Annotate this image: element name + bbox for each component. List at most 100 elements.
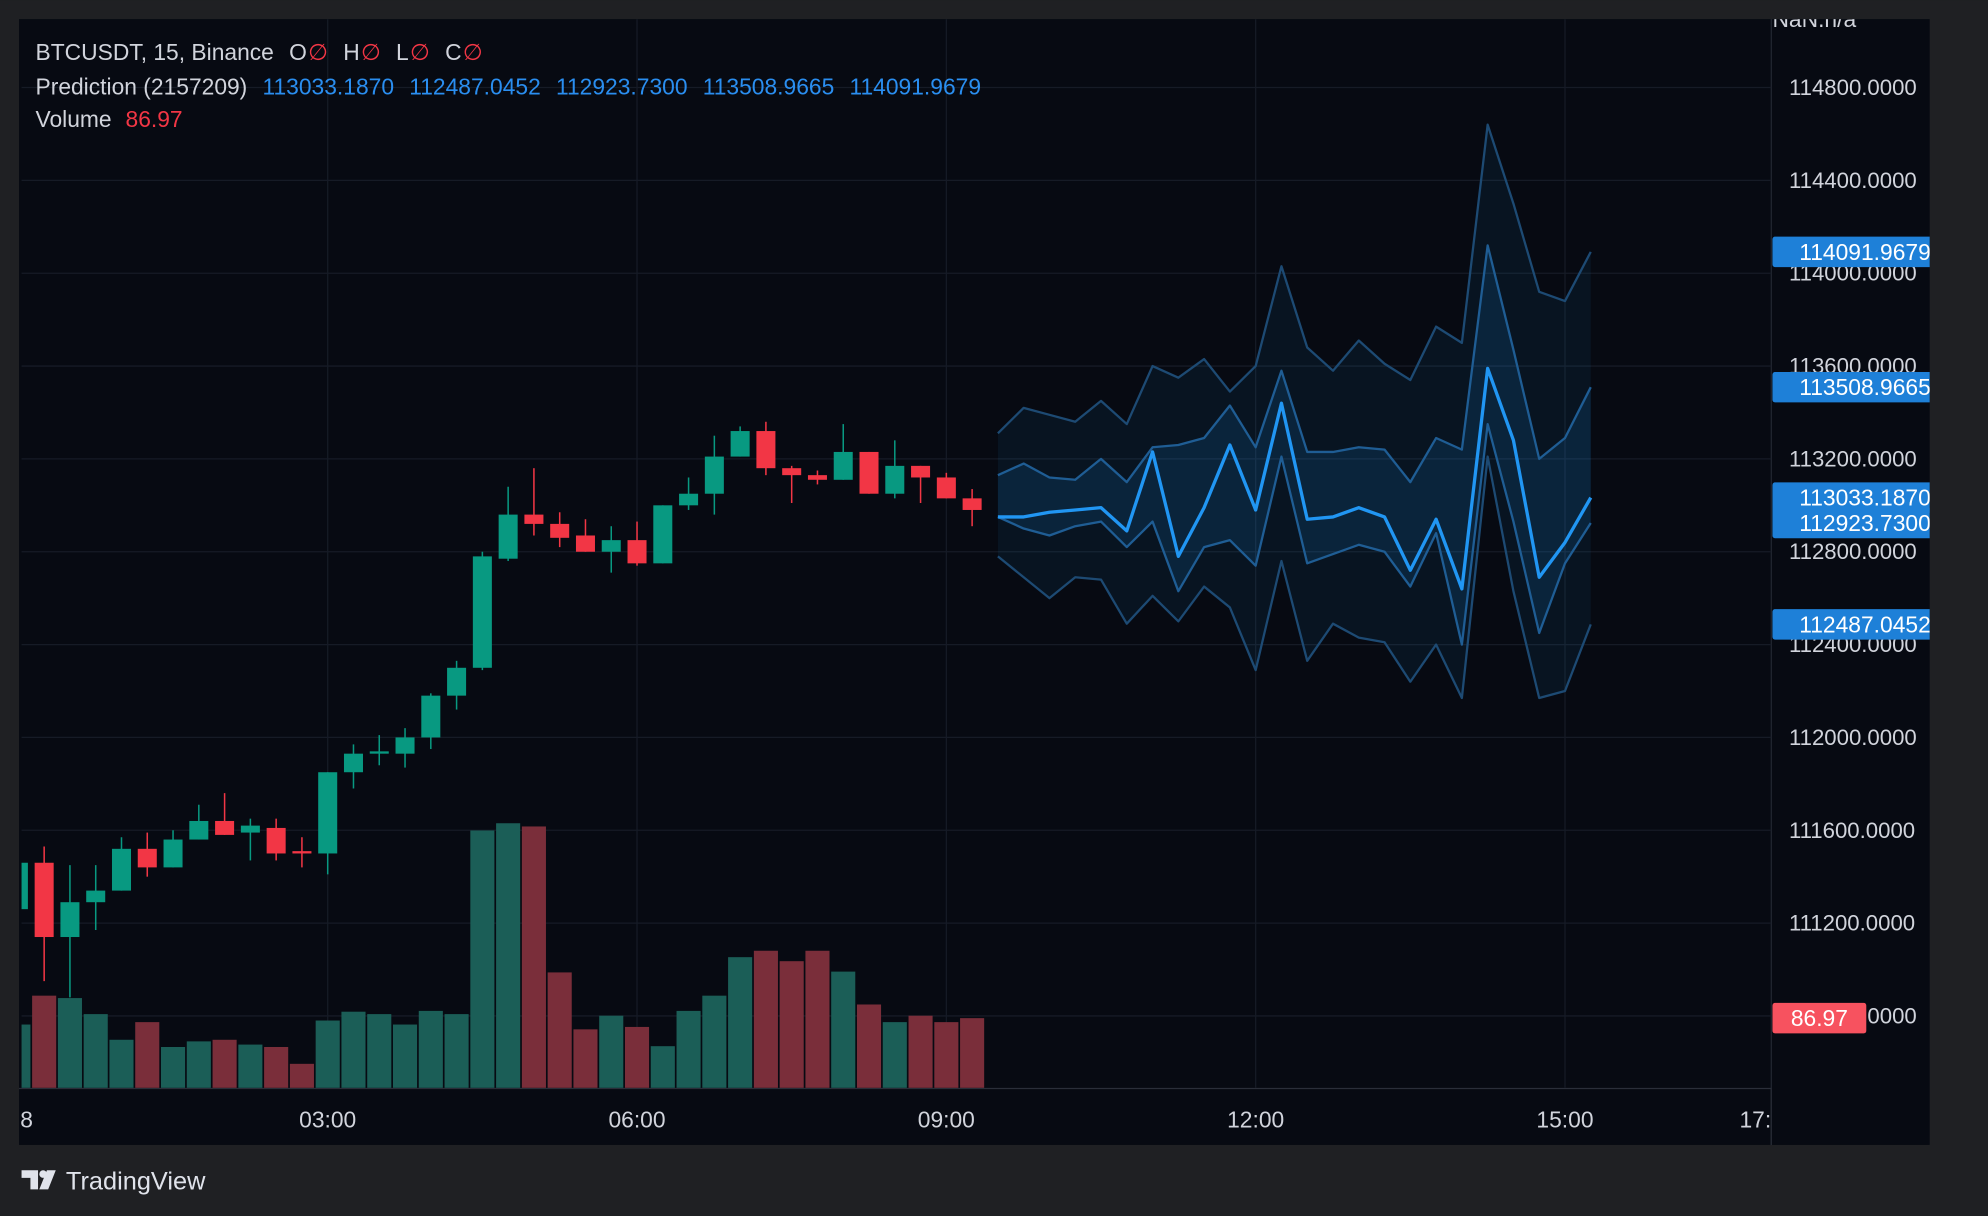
candle-body (292, 851, 312, 854)
volume-bar (573, 1029, 598, 1088)
ohlc-label: C (445, 39, 461, 65)
ohlc-label: L (396, 39, 409, 65)
candle-body (601, 540, 621, 552)
volume-bar (650, 1046, 675, 1088)
ohlc-label: O (289, 39, 307, 65)
volume-bar (264, 1046, 289, 1088)
volume-bar (57, 998, 82, 1088)
volume-bar (470, 830, 495, 1088)
brand-name: TradingView (66, 1168, 206, 1196)
prediction-badge (1772, 482, 1930, 513)
volume-bar (21, 1024, 31, 1088)
volume-badge (1772, 1002, 1867, 1034)
candle-body (627, 540, 647, 564)
x-tick-label: 06:00 (608, 1107, 665, 1133)
brand-logo (21, 1170, 56, 1190)
prediction-line (997, 123, 1592, 435)
volume-bar (521, 826, 546, 1088)
axis-header: NaN.n/a (1772, 6, 1856, 32)
volume-bar (392, 1024, 418, 1088)
candle-body (86, 890, 106, 903)
candle-body (653, 505, 673, 564)
candle-body (215, 820, 235, 835)
volume-bar (753, 950, 778, 1088)
x-tick-label: 15:00 (1536, 1107, 1593, 1133)
candle-body (833, 451, 853, 480)
prediction-badge (1772, 609, 1930, 640)
candle-body (163, 839, 183, 868)
y-tick-label: 111600.0000 (1789, 818, 1915, 843)
volume-badge-label: 86.97 (1791, 1005, 1848, 1031)
volume-bar (599, 1015, 624, 1088)
volume-name: Volume (35, 106, 111, 132)
volume-bar (805, 950, 830, 1088)
prediction-line (997, 366, 1593, 591)
prediction-badge-label: 114091.9679 (1799, 239, 1931, 265)
candle-body (447, 667, 467, 696)
volume-bar (624, 1026, 650, 1088)
prediction-value: 114091.9679 (849, 73, 981, 99)
volume-bar (238, 1044, 263, 1088)
y-tick-label: 112800.0000 (1789, 539, 1917, 564)
volume-bar (960, 1018, 985, 1088)
candle-body (911, 465, 931, 478)
candle-body (807, 475, 827, 480)
prediction-value: 113033.1870 (263, 73, 395, 99)
prediction-badge (1772, 507, 1930, 539)
brand-logo-dot (39, 1170, 47, 1178)
volume-bar (934, 1022, 959, 1088)
volume-bar (702, 995, 727, 1088)
y-tick-label: 112000.0000 (1789, 725, 1917, 750)
candle-body (266, 827, 286, 854)
legend: BTCUSDT, 15, Binance O ∅ H ∅ L ∅ C ∅Prediction (… (35, 39, 981, 132)
volume-bar (882, 1022, 907, 1088)
prediction-name: Prediction (2157209) (35, 73, 247, 99)
candle-body (756, 431, 776, 469)
prediction-badge-label: 112923.7300 (1799, 510, 1931, 536)
prediction-value: 113508.9665 (703, 73, 835, 99)
candle-body (189, 820, 209, 840)
candle-body (885, 465, 905, 494)
prediction-value: 112487.0452 (409, 73, 541, 99)
volume-bar (289, 1063, 314, 1088)
candle-body (137, 848, 157, 868)
candle-body (550, 523, 570, 538)
volume-bar (212, 1039, 237, 1088)
volume-bar (315, 1020, 340, 1088)
candle-body (421, 695, 441, 738)
candle-body (111, 848, 131, 891)
prediction-badge (1772, 236, 1930, 268)
prediction-line (997, 455, 1592, 700)
x-tick-label: 17: (1739, 1107, 1771, 1133)
volume-bar (547, 972, 572, 1088)
symbol-label: BTCUSDT, 15, Binance (35, 39, 273, 65)
candle-body (318, 772, 338, 854)
x-tick-label: 03:00 (299, 1107, 356, 1133)
volume-bar (160, 1046, 186, 1088)
candle-body (60, 902, 80, 938)
candle-body (34, 862, 54, 938)
volume-bar (83, 1014, 108, 1088)
prediction-value: 112923.7300 (556, 73, 688, 99)
volume-bar (32, 995, 57, 1088)
prediction-badge-label: 113033.1870 (1799, 485, 1931, 511)
volume-bar (135, 1022, 160, 1088)
y-tick-label: 113200.0000 (1789, 446, 1917, 471)
y-tick-label: 114400.0000 (1789, 168, 1917, 193)
prediction-badge (1772, 371, 1930, 403)
candle-body (498, 514, 518, 559)
volume-bar (496, 823, 521, 1088)
candle-body (704, 456, 724, 494)
x-tick-label: 8 (20, 1107, 33, 1133)
y-tick-label: 114800.0000 (1789, 75, 1917, 100)
x-tick-label: 09:00 (918, 1107, 975, 1133)
volume-bar (779, 961, 804, 1088)
chart-background (19, 19, 1930, 1145)
candle-body (240, 825, 260, 833)
volume-bar (908, 1015, 933, 1088)
volume-bar (418, 1010, 443, 1088)
candle-body (524, 514, 544, 524)
ohlc-value: ∅ (410, 39, 430, 65)
ohlc-label: H (343, 39, 359, 65)
